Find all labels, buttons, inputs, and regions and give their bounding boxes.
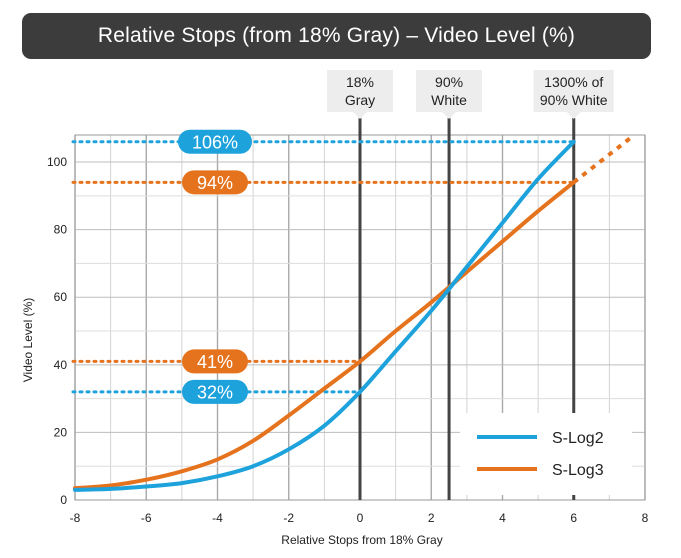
chart-title: Relative Stops (from 18% Gray) – Video L… [22, 13, 651, 59]
x-tick-label: -4 [212, 511, 223, 525]
y-tick-label: 60 [54, 290, 68, 304]
series-line-s-log2 [73, 139, 576, 492]
reference-label-box [327, 70, 393, 119]
x-tick-label: -6 [141, 511, 152, 525]
x-tick-label: 0 [357, 511, 364, 525]
reference-label-text: 1300% of [544, 74, 603, 90]
reference-label-text: 90% White [540, 92, 608, 108]
legend-label: S-Log3 [552, 462, 604, 479]
y-axis-label: Video Level (%) [21, 298, 35, 383]
x-tick-label: 6 [570, 511, 577, 525]
reference-label-box [533, 70, 614, 119]
reference-label-text: White [431, 92, 467, 108]
legend-label: S-Log2 [552, 430, 604, 447]
y-tick-label: 100 [47, 155, 67, 169]
x-tick-label: -2 [283, 511, 294, 525]
x-axis-label: Relative Stops from 18% Gray [281, 533, 442, 547]
y-tick-label: 40 [54, 358, 68, 372]
level-badge-label: 32% [197, 382, 233, 402]
level-badge-label: 106% [192, 132, 238, 152]
series-line-s-log3 [73, 180, 576, 491]
x-tick-label: 2 [428, 511, 435, 525]
level-badge [182, 170, 248, 195]
series-lines [73, 133, 636, 492]
level-marker-lines [71, 140, 576, 394]
legend-box [460, 413, 632, 495]
level-badge [182, 379, 248, 404]
level-badges: 106% 94% 41% 32% [178, 129, 252, 404]
reference-label-text: 18% [346, 74, 374, 90]
level-badge [182, 349, 248, 374]
level-badge-label: 41% [197, 352, 233, 372]
level-badge-label: 94% [197, 173, 233, 193]
reference-label-box [416, 70, 483, 119]
y-tick-label: 80 [54, 223, 68, 237]
y-tick-label: 0 [60, 493, 67, 507]
y-tick-label: 20 [54, 425, 68, 439]
x-tick-label: 8 [642, 511, 649, 525]
series-line-s-log3-extension [572, 133, 636, 184]
reference-label-text: Gray [345, 92, 375, 108]
x-tick-label: -8 [70, 511, 81, 525]
reference-label-text: 90% [435, 74, 463, 90]
level-badge [178, 129, 252, 154]
legend: S-Log2 S-Log3 [460, 413, 632, 495]
x-tick-label: 4 [499, 511, 506, 525]
